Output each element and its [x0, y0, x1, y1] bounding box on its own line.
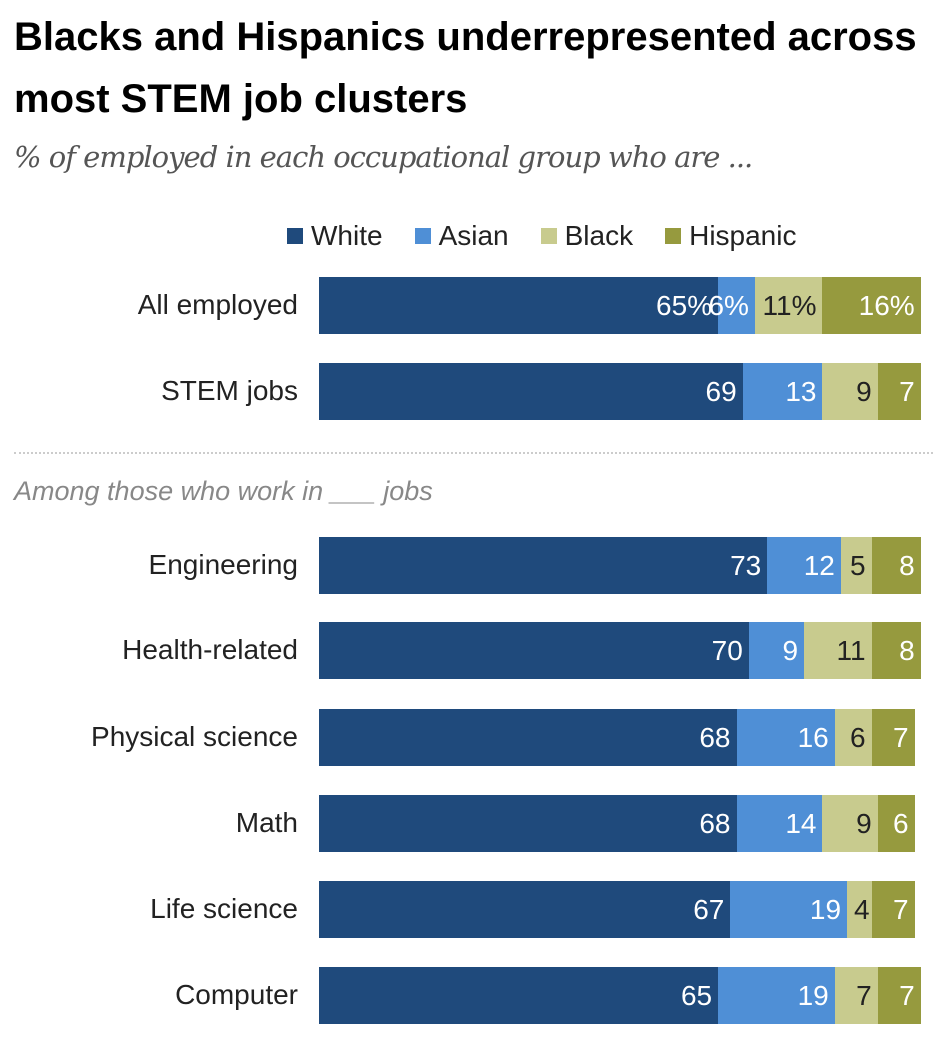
bar-segment-white: 70	[319, 622, 749, 679]
data-label: 7	[899, 979, 915, 1011]
bar-segment-black: 11%	[754, 277, 823, 334]
bar-segment-asian: 9	[748, 622, 805, 679]
bar-segment-hispanic: 16%	[822, 277, 921, 334]
data-label: 11	[836, 634, 866, 666]
bar-segment-black: 9	[822, 363, 878, 420]
data-label: 16%	[858, 289, 915, 321]
data-label: 19	[797, 979, 829, 1011]
divider	[14, 452, 933, 454]
bar-segment-white: 68	[319, 709, 737, 766]
data-label: 9	[782, 634, 799, 666]
legend: White Asian Black Hispanic	[287, 220, 828, 252]
bar-segment-black: 7	[834, 967, 878, 1024]
data-label: 73	[730, 549, 762, 581]
legend-swatch	[540, 228, 557, 244]
bar-segment-asian: 19	[730, 881, 848, 938]
bar-segment-white: 68	[319, 795, 737, 852]
bar-segment-hispanic: 8	[871, 622, 921, 679]
data-label: 8	[899, 634, 915, 666]
data-label: 67	[693, 893, 725, 925]
category-label: Computer	[175, 979, 298, 1010]
bar-segment-white: 73	[319, 537, 768, 594]
data-label: 7	[899, 375, 915, 407]
legend-swatch	[287, 228, 303, 244]
data-label: 16	[797, 721, 829, 753]
legend-item: Hispanic	[665, 220, 796, 252]
bar-segment-black: 6	[834, 709, 872, 766]
data-label: 7	[892, 721, 909, 753]
legend-swatch	[414, 228, 431, 244]
data-label: 9	[856, 375, 872, 407]
bar-segment-white: 67	[319, 881, 731, 938]
legend-label: Black	[564, 220, 634, 251]
legend-item: Black	[540, 220, 634, 252]
category-label: All employed	[137, 289, 298, 320]
data-label: 5	[850, 549, 866, 581]
bar-segment-asian: 6%	[708, 277, 755, 334]
bar-segment-black: 11	[804, 622, 872, 679]
data-label: 7	[892, 893, 909, 925]
legend-item: Asian	[414, 220, 509, 252]
bar-segment-asian: 16	[736, 709, 835, 766]
bar-segment-asian: 14	[736, 795, 823, 852]
category-label: Engineering	[148, 549, 298, 580]
data-label: 9	[856, 807, 872, 839]
bar-segment-black: 4	[847, 881, 872, 938]
chart-title: Blacks and Hispanics underrepresented ac…	[14, 15, 917, 121]
legend-swatch	[665, 228, 682, 244]
bar-segment-white: 69	[319, 363, 743, 420]
data-label: 65	[680, 979, 713, 1011]
bar-segment-hispanic: 7	[877, 363, 921, 420]
bar-segment-asian: 12	[767, 537, 841, 594]
legend-item: White	[287, 220, 383, 252]
data-label: 12	[803, 549, 835, 581]
bar-segment-white: 65	[319, 967, 719, 1024]
bar-segment-white: 65%	[319, 277, 719, 334]
bar-segment-hispanic: 6	[877, 795, 915, 852]
data-label: 4	[854, 893, 870, 925]
bar-segment-hispanic: 7	[871, 881, 915, 938]
data-label: 6	[892, 807, 909, 839]
data-label: 6%	[708, 289, 749, 321]
data-label: 65%	[656, 289, 713, 321]
data-label: 14	[785, 807, 817, 839]
bar-segment-hispanic: 8	[871, 537, 921, 594]
data-label: 8	[899, 549, 915, 581]
legend-label: Hispanic	[689, 220, 797, 251]
data-label: 13	[785, 375, 817, 407]
category-label: Math	[235, 807, 298, 838]
data-label: 68	[699, 807, 731, 839]
bar-segment-asian: 19	[718, 967, 835, 1024]
data-label: 19	[809, 893, 842, 925]
bar-segment-black: 5	[840, 537, 872, 594]
legend-label: Asian	[438, 220, 509, 251]
bar-segment-black: 9	[822, 795, 878, 852]
data-label: 70	[711, 634, 743, 666]
category-label: STEM jobs	[161, 375, 298, 406]
category-label: Health-related	[122, 634, 298, 665]
legend-label: White	[311, 220, 383, 251]
category-label: Life science	[150, 893, 298, 924]
bar-segment-hispanic: 7	[871, 709, 915, 766]
category-label: Physical science	[91, 721, 298, 752]
bar-segment-asian: 13	[742, 363, 823, 420]
data-label: 69	[705, 375, 737, 407]
data-label: 6	[850, 721, 866, 753]
data-label: 11%	[762, 289, 817, 321]
data-label: 68	[699, 721, 731, 753]
chart-subtitle: % of employed in each occupational group…	[14, 140, 753, 174]
data-label: 7	[856, 979, 872, 1011]
bar-segment-hispanic: 7	[877, 967, 921, 1024]
group-note: Among those who work in ___ jobs	[14, 476, 433, 506]
